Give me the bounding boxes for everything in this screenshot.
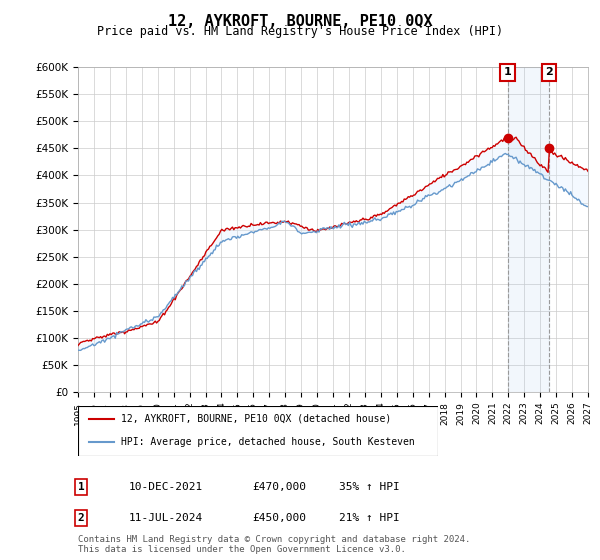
Text: 1: 1 bbox=[77, 482, 85, 492]
Text: 12, AYKROFT, BOURNE, PE10 0QX (detached house): 12, AYKROFT, BOURNE, PE10 0QX (detached … bbox=[121, 414, 391, 423]
Text: 1: 1 bbox=[503, 67, 511, 77]
Text: 12, AYKROFT, BOURNE, PE10 0QX: 12, AYKROFT, BOURNE, PE10 0QX bbox=[167, 14, 433, 29]
FancyBboxPatch shape bbox=[78, 406, 438, 456]
Bar bbox=[508, 67, 549, 392]
Text: 35% ↑ HPI: 35% ↑ HPI bbox=[339, 482, 400, 492]
Text: £470,000: £470,000 bbox=[252, 482, 306, 492]
Text: 2: 2 bbox=[545, 67, 553, 77]
Text: 2: 2 bbox=[77, 513, 85, 523]
Text: 10-DEC-2021: 10-DEC-2021 bbox=[129, 482, 203, 492]
Text: HPI: Average price, detached house, South Kesteven: HPI: Average price, detached house, Sout… bbox=[121, 437, 415, 447]
Text: Contains HM Land Registry data © Crown copyright and database right 2024.
This d: Contains HM Land Registry data © Crown c… bbox=[78, 535, 470, 554]
Text: 21% ↑ HPI: 21% ↑ HPI bbox=[339, 513, 400, 523]
Text: 11-JUL-2024: 11-JUL-2024 bbox=[129, 513, 203, 523]
Text: Price paid vs. HM Land Registry's House Price Index (HPI): Price paid vs. HM Land Registry's House … bbox=[97, 25, 503, 38]
Text: £450,000: £450,000 bbox=[252, 513, 306, 523]
